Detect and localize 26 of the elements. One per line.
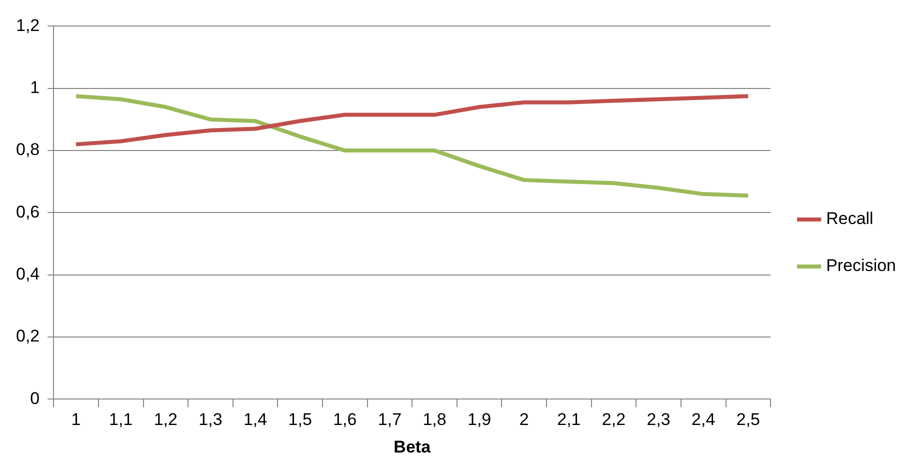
x-tick-label: 2,1	[557, 410, 581, 430]
x-tick-label: 1,8	[422, 410, 446, 430]
x-tick-label: 1,5	[288, 410, 312, 430]
x-tick-label: 1,1	[109, 410, 133, 430]
y-tick-label: 1,2	[16, 16, 40, 35]
x-tick-label: 1,9	[468, 410, 492, 430]
x-axis-title: Beta	[394, 437, 432, 456]
legend-label: Recall	[826, 209, 874, 228]
x-tick-label: 1	[71, 410, 81, 430]
x-tick-label: 2,4	[692, 410, 716, 430]
y-tick-label: 0	[30, 388, 40, 408]
y-tick-label: 0,4	[16, 264, 40, 284]
x-tick-label: 2,2	[602, 410, 626, 430]
x-tick-label: 2	[519, 410, 529, 430]
x-tick-label: 2,3	[646, 410, 670, 430]
x-tick-label: 1,6	[333, 410, 357, 430]
y-tick-label: 0,2	[16, 326, 40, 346]
x-tick-label: 2,5	[736, 410, 760, 430]
x-tick-label: 1,3	[198, 410, 222, 430]
x-tick-label: 1,2	[154, 410, 178, 430]
y-tick-label: 1	[30, 78, 40, 98]
x-tick-label: 1,7	[378, 410, 402, 430]
y-tick-label: 0,8	[16, 140, 40, 160]
x-tick-label: 1,4	[243, 410, 268, 430]
y-tick-label: 0,6	[16, 202, 40, 222]
legend-label: Precision	[826, 256, 896, 276]
